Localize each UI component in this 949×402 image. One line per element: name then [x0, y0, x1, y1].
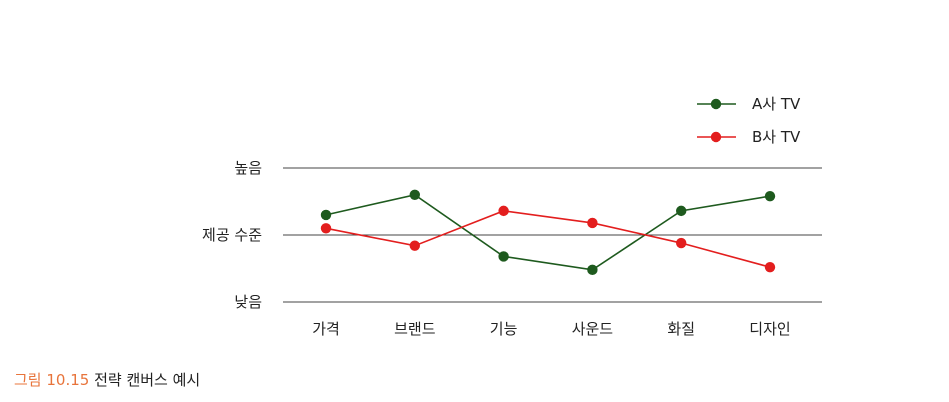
x-tick-label: 디자인: [749, 320, 790, 338]
data-point: [676, 205, 687, 217]
data-point: [409, 240, 420, 251]
series-group: [320, 189, 776, 276]
x-tick-label: 사운드: [572, 320, 614, 338]
series-1: [320, 205, 776, 273]
x-tick-label: 기능: [490, 320, 518, 338]
legend-marker: [710, 131, 722, 143]
x-tick-labels: 가격 브랜드 기능 사운드 화질 디자인: [312, 320, 791, 338]
x-tick-label: 가격: [312, 320, 340, 338]
legend-label: B사 TV: [752, 128, 801, 146]
data-point: [320, 209, 332, 221]
figure-caption: 그림 10.15 전략 캔버스 예시: [14, 369, 200, 390]
figure-number: 그림 10.15: [14, 371, 90, 389]
data-point: [587, 217, 598, 229]
y-tick-label: 높음: [234, 159, 262, 177]
data-point: [676, 237, 687, 249]
figure-caption-text: 전략 캔버스 예시: [94, 371, 201, 389]
y-tick-label: 제공 수준: [202, 226, 262, 244]
data-point: [409, 189, 420, 200]
grid-lines: [283, 167, 822, 303]
y-tick-label: 낮음: [234, 293, 262, 311]
data-point: [320, 223, 332, 234]
legend: A사 TV B사 TV: [697, 95, 801, 146]
x-tick-label: 화질: [667, 320, 695, 338]
data-point: [587, 264, 598, 276]
legend-label: A사 TV: [752, 95, 801, 113]
line-chart: 낮음 제공 수준 높음 가격 브랜드 기능 사운드 화질 디자인 A사 TV B사 TV: [202, 95, 822, 338]
legend-marker: [710, 98, 722, 110]
data-point: [498, 205, 509, 217]
series-line: [325, 193, 771, 271]
data-point: [764, 261, 776, 273]
y-tick-labels: 낮음 제공 수준 높음: [202, 159, 262, 311]
data-point: [764, 190, 776, 202]
series-0: [320, 189, 776, 276]
data-point: [498, 251, 509, 262]
series-line: [325, 210, 771, 268]
x-tick-label: 브랜드: [394, 320, 436, 338]
